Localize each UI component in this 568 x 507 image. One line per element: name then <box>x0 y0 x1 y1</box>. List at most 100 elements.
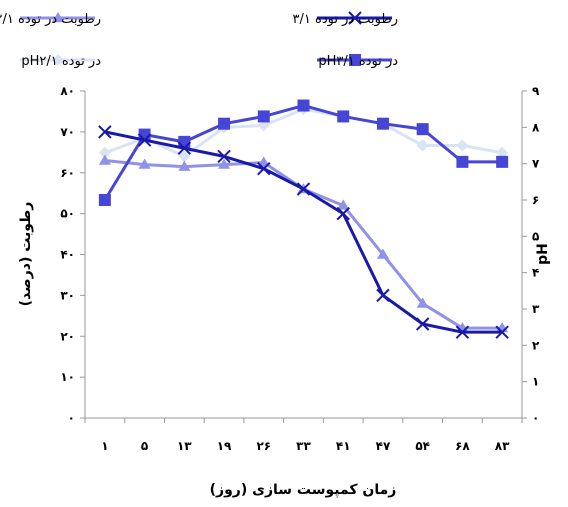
marker-stroke <box>217 149 231 164</box>
x-tick-label: ۱ <box>101 439 108 453</box>
y-left-tick-label: ۵۰ <box>60 207 75 221</box>
data-point-x-marker <box>98 125 112 139</box>
data-point-x-marker <box>257 161 271 176</box>
y-left-tick-label: ۰ <box>68 411 75 425</box>
data-point-diamond-marker <box>456 139 469 152</box>
marker-stroke <box>296 182 311 196</box>
legend-label: رطوبت در توده ۳/۱ <box>293 12 398 27</box>
data-point-x-marker <box>415 317 430 331</box>
marker-stroke <box>495 325 509 339</box>
series-line <box>104 107 503 158</box>
x-tick-label: ۴۷ <box>376 439 391 453</box>
marker-stroke <box>98 125 112 139</box>
data-point-x-marker <box>376 288 390 303</box>
y-right-tick-label: ۸ <box>532 120 540 134</box>
series-line <box>104 130 503 334</box>
data-point-x-marker <box>296 182 311 196</box>
data-point-diamond-marker <box>416 139 429 152</box>
data-point-x-marker <box>455 325 470 339</box>
series-layer <box>98 99 509 339</box>
data-point-x-marker <box>137 133 152 147</box>
x-tick-label: ۱۳ <box>177 439 192 453</box>
series-1 <box>98 154 509 333</box>
data-point-square-marker <box>376 117 389 130</box>
data-point-triangle-marker <box>337 199 350 210</box>
legend: رطوبت در توده ۳/۱ رطوبت در توده ۲/۱ pHدر ت… <box>0 11 398 69</box>
y-right-tick-label: ۷ <box>532 157 540 171</box>
data-point-x-marker <box>336 206 350 221</box>
y-right-tick-label: ۳ <box>532 302 540 316</box>
y-left-tick-label: ۶۰ <box>60 166 75 180</box>
legend-label: pHدر توده ۲/۱ <box>21 54 101 69</box>
y-left-tick-label: ۴۰ <box>60 248 75 262</box>
y-right-tick-label: ۱ <box>532 375 539 389</box>
y-right-tick-label: ۰ <box>532 411 539 425</box>
data-point-square-marker <box>257 110 270 123</box>
data-point-square-marker <box>349 54 361 66</box>
axes: ۰ ۱۰ ۲۰ ۳۰ ۴۰ ۵۰ ۶۰ ۷۰ ۸۰ ۰ ۱ ۲ ۳ ۴ ۵ ۶ ۷ ۸ ۹ ۱ ۵ ۱۳ ۱۹ ۲۶ ۳۳ ۴۱ ۴… <box>60 84 540 453</box>
y-right-tick-label: ۶ <box>532 193 539 207</box>
marker-stroke <box>455 325 470 339</box>
x-tick-label: ۶۸ <box>455 439 470 453</box>
data-point-diamond-marker <box>178 150 191 163</box>
y-left-tick-label: ۱۰ <box>60 370 75 384</box>
x-tick-label: ۲۶ <box>256 439 271 453</box>
data-point-diamond-marker <box>257 119 270 132</box>
y-left-tick-label: ۳۰ <box>60 288 75 302</box>
data-point-square-marker <box>337 110 350 123</box>
data-point-triangle-marker <box>138 158 151 169</box>
data-point-diamond-marker <box>496 146 509 159</box>
legend-entry-3: pHدر توده ۲/۱ <box>20 54 101 69</box>
y-right-tick-label: ۹ <box>532 84 540 98</box>
marker-stroke <box>336 206 350 221</box>
data-point-diamond-marker <box>52 54 64 66</box>
data-point-x-marker <box>495 325 509 339</box>
marker-stroke <box>348 11 362 25</box>
y-right-tick-label: ۴ <box>532 266 539 280</box>
data-point-triangle-marker <box>98 154 111 165</box>
data-point-diamond-marker <box>98 146 111 159</box>
x-axis-title: زمان کمپوست سازی (روز) <box>210 482 397 498</box>
x-tick-label: ۴۱ <box>336 439 351 453</box>
data-point-triangle-marker <box>218 158 231 169</box>
marker-stroke <box>376 288 390 303</box>
legend-entry-0: رطوبت در توده ۳/۱ <box>293 11 398 27</box>
y-axis-right-title: pH <box>535 243 551 265</box>
data-point-square-marker <box>456 155 469 168</box>
y-left-tick-label: ۲۰ <box>60 329 75 343</box>
data-point-triangle-marker <box>416 297 429 308</box>
y-right-tick-label: ۵ <box>532 229 539 243</box>
x-tick-label: ۵ <box>141 439 148 453</box>
x-tick-label: ۱۹ <box>217 439 232 453</box>
data-point-x-marker <box>177 141 192 155</box>
x-tick-label: ۳۳ <box>296 439 311 453</box>
data-point-triangle-marker <box>52 12 64 23</box>
data-point-square-marker <box>98 194 111 206</box>
data-point-triangle-marker <box>257 156 270 167</box>
y-right-tick-label: ۲ <box>532 338 540 352</box>
marker-stroke <box>137 133 152 147</box>
legend-entry-2: pHدر توده ۳/۱ <box>317 54 398 69</box>
x-tick-label: ۸۳ <box>495 439 510 453</box>
data-point-triangle-marker <box>376 248 389 259</box>
y-left-tick-label: ۷۰ <box>60 125 75 139</box>
data-point-square-marker <box>416 123 429 136</box>
x-tick-label: ۵۴ <box>415 439 430 453</box>
data-point-x-marker <box>217 149 231 164</box>
y-left-tick-label: ۸۰ <box>60 84 75 98</box>
legend-entry-1: رطوبت در توده ۲/۱ <box>0 12 101 27</box>
data-point-triangle-marker <box>178 160 191 171</box>
series-3 <box>98 103 509 163</box>
marker-stroke <box>257 161 271 176</box>
series-0 <box>98 125 509 339</box>
legend-label: pHدر توده ۳/۱ <box>318 54 398 69</box>
data-point-x-marker <box>348 11 362 25</box>
marker-stroke <box>177 141 192 155</box>
data-point-square-marker <box>496 155 509 168</box>
data-point-square-marker <box>218 117 231 130</box>
y-axis-left-title: رطوبت (درصد) <box>18 202 34 307</box>
marker-stroke <box>415 317 430 331</box>
data-point-square-marker <box>297 99 310 112</box>
legend-label: رطوبت در توده ۲/۱ <box>0 12 101 27</box>
